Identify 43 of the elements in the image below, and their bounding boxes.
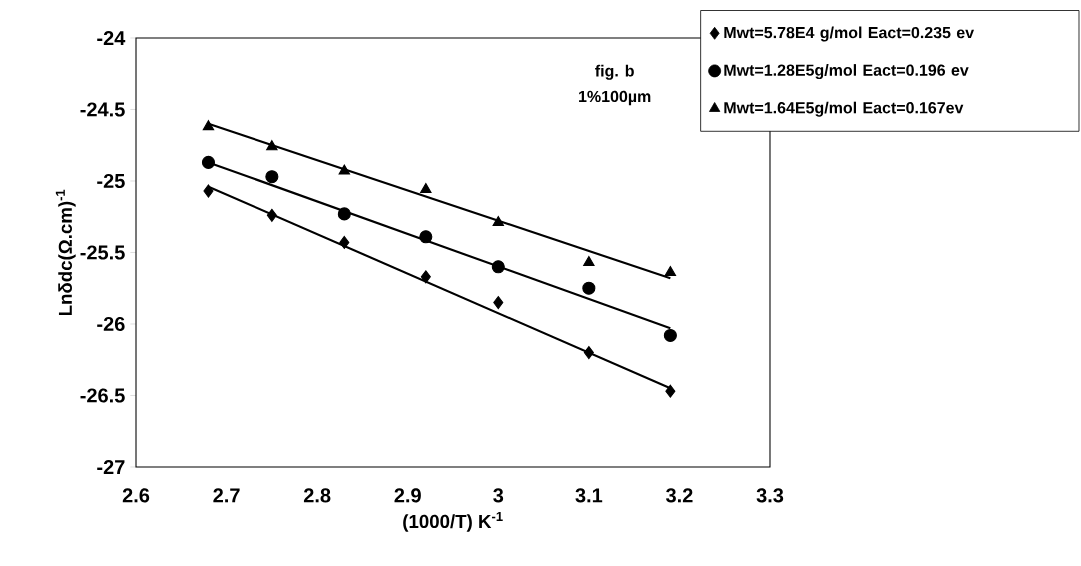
y-tick-label: -24.5 bbox=[80, 102, 125, 117]
x-tick-label: 3.2 bbox=[665, 488, 693, 503]
y-axis-title: Lnδdc(Ω.cm)$^{-1}$ bbox=[55, 189, 76, 316]
x-tick-label: 2.9 bbox=[394, 488, 421, 503]
x-tick-label: 2.8 bbox=[303, 488, 331, 503]
point bbox=[665, 384, 676, 398]
annotation: 1%100µm bbox=[579, 90, 651, 106]
annotation: fig. b bbox=[595, 64, 634, 80]
x-tick-label: 3.3 bbox=[756, 488, 784, 503]
legend-label: Mwt=1.64E5g/mol Eact=0.167ev bbox=[724, 101, 964, 117]
point bbox=[339, 235, 350, 250]
point bbox=[203, 184, 214, 198]
x-tick-label: 3 bbox=[493, 488, 504, 503]
x-tick-label: 2.6 bbox=[122, 488, 150, 503]
y-tick-label: -26.5 bbox=[80, 388, 125, 403]
point bbox=[265, 170, 279, 184]
point bbox=[491, 260, 505, 274]
point bbox=[420, 183, 432, 194]
point bbox=[583, 346, 594, 360]
point bbox=[582, 281, 596, 295]
x-axis-title: (1000/T) K$^{-1}$ bbox=[403, 511, 503, 532]
y-tick-label: -25.5 bbox=[80, 245, 125, 260]
point bbox=[266, 208, 277, 222]
point bbox=[663, 328, 677, 342]
point bbox=[266, 140, 278, 151]
point bbox=[664, 265, 677, 277]
point bbox=[202, 120, 215, 131]
y-tick-label: -27 bbox=[97, 460, 125, 474]
point bbox=[583, 255, 595, 267]
y-tick-label: -25 bbox=[97, 173, 125, 189]
legend-label: Mwt=5.78E4 g/mol Eact=0.235 ev bbox=[724, 26, 975, 42]
x-tick-label: 3.1 bbox=[575, 488, 603, 503]
point bbox=[338, 164, 351, 175]
point bbox=[337, 207, 351, 221]
point bbox=[420, 270, 431, 284]
point bbox=[492, 215, 505, 226]
x-tick-label: 2.7 bbox=[213, 488, 240, 503]
point bbox=[419, 230, 433, 244]
point bbox=[493, 295, 504, 310]
y-tick-label: -26 bbox=[97, 316, 125, 332]
point bbox=[201, 155, 215, 169]
legend-label: Mwt=1.28E5g/mol Eact=0.196 ev bbox=[724, 64, 969, 80]
y-tick-label: -24 bbox=[97, 31, 126, 45]
